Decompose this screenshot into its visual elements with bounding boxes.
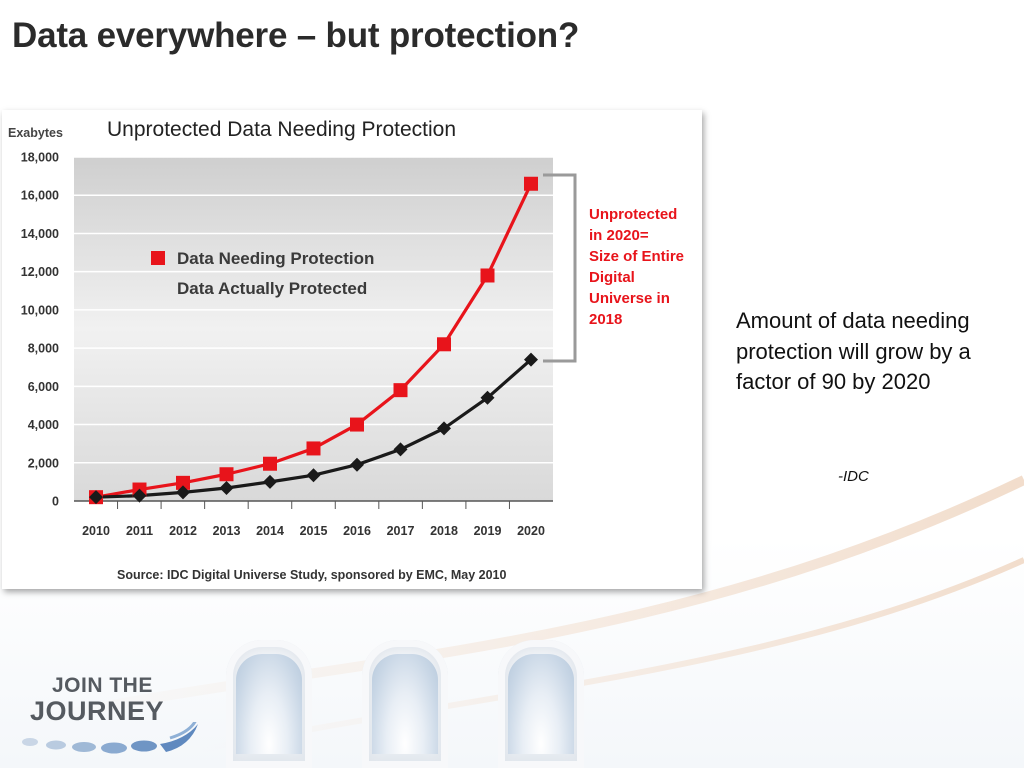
legend-label-protected: Data Actually Protected — [177, 279, 367, 298]
data-point-needing — [219, 467, 234, 482]
annotation-line: Unprotected — [589, 206, 677, 223]
logo-line-1: JOIN THE — [52, 674, 153, 697]
data-point-needing — [263, 456, 277, 471]
x-tick-label: 2014 — [256, 524, 284, 538]
data-point-protected — [219, 481, 234, 496]
y-tick-label: 18,000 — [21, 151, 59, 165]
annotation-text: Unprotected in 2020= Size of Entire Digital… — [589, 206, 684, 328]
source-note: Source: IDC Digital Universe Study, spon… — [117, 568, 507, 582]
data-point-protected — [480, 390, 495, 405]
data-point-needing — [393, 383, 408, 398]
annotation-line: in 2020= — [589, 227, 649, 244]
y-tick-label: 10,000 — [21, 303, 59, 317]
data-point-protected — [393, 442, 408, 457]
y-tick-label: 14,000 — [21, 227, 59, 241]
data-point-needing — [306, 441, 321, 456]
x-tick-label: 2011 — [126, 524, 153, 538]
y-tick-label: 16,000 — [21, 189, 59, 203]
side-note: Amount of data needing protection will g… — [736, 308, 971, 394]
background-swoosh — [38, 475, 1024, 753]
data-point-needing — [437, 337, 451, 352]
chart-title: Unprotected Data Needing Protection — [107, 118, 456, 141]
x-tick-label: 2017 — [387, 524, 415, 538]
join-the-journey-logo: JOIN THE JOURNEY — [20, 672, 220, 768]
x-tick-label: 2016 — [343, 524, 371, 538]
legend-label-needing: Data Needing Protection — [177, 249, 374, 268]
x-tick-label: 2015 — [300, 524, 328, 538]
x-tick-label: 2018 — [430, 524, 458, 538]
data-point-protected — [263, 474, 277, 489]
airplane-windows — [226, 640, 586, 768]
data-point-needing — [176, 475, 190, 490]
annotation-bracket — [543, 173, 577, 363]
y-tick-label: 4,000 — [28, 418, 59, 432]
annotation-line: Digital — [589, 269, 635, 286]
y-tick-label: 8,000 — [28, 342, 59, 356]
data-point-protected — [524, 352, 538, 367]
data-point-protected — [132, 488, 147, 503]
chart-panel: 0 2,000 4,000 6,000 8,000 10,000 12,000 14,000 1… — [2, 110, 702, 589]
window-image — [498, 640, 584, 768]
data-point-protected — [89, 490, 103, 505]
data-point-protected — [306, 468, 321, 483]
data-point-needing — [524, 176, 538, 191]
annotation-line: 2018 — [589, 311, 622, 328]
y-tick-label: 6,000 — [28, 380, 59, 394]
y-tick-label: 2,000 — [28, 456, 59, 470]
side-note-credit: -IDC — [838, 468, 869, 485]
data-point-protected — [176, 485, 190, 500]
window-image — [226, 640, 312, 768]
x-tick-label: 2010 — [82, 524, 110, 538]
y-tick-label: 0 — [52, 495, 59, 509]
window-image — [362, 640, 448, 768]
x-tick-label: 2020 — [517, 524, 545, 538]
logo-swirl-graphic — [22, 722, 198, 754]
line-chart: 0 2,000 4,000 6,000 8,000 10,000 12,000 14,000 1… — [8, 118, 684, 582]
data-point-needing — [480, 268, 495, 283]
annotation-line: Size of Entire — [589, 248, 684, 265]
x-tick-label: 2019 — [474, 524, 502, 538]
slide-title: Data everywhere – but protection? — [12, 16, 580, 55]
data-point-protected — [350, 457, 364, 472]
x-tick-label: 2012 — [169, 524, 197, 538]
annotation-line: Universe in — [589, 290, 670, 307]
legend-marker-square — [151, 251, 165, 265]
data-point-needing — [350, 417, 364, 432]
x-tick-label: 2013 — [213, 524, 241, 538]
y-tick-label: 12,000 — [21, 265, 59, 279]
data-point-protected — [437, 421, 451, 436]
logo-line-2: JOURNEY — [30, 696, 165, 726]
y-axis-label: Exabytes — [8, 126, 63, 140]
